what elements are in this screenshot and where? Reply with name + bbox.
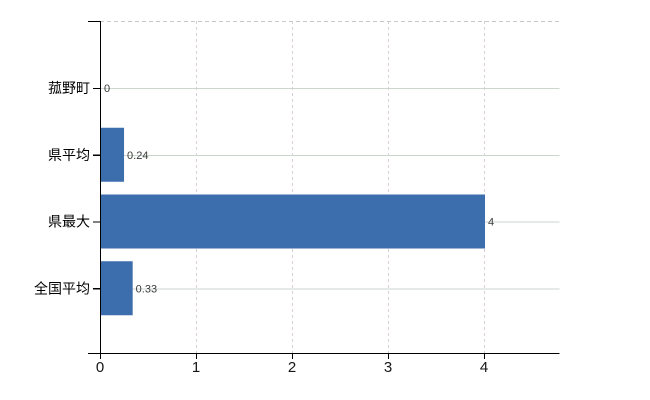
x-tick-label: 1 — [192, 359, 200, 376]
x-tick-label: 3 — [384, 359, 392, 376]
x-tick-label: 4 — [480, 359, 488, 376]
bar-1 — [101, 127, 125, 182]
x-tick-label: 0 — [96, 359, 104, 376]
value-label: 0 — [104, 83, 110, 95]
value-label: 0.33 — [136, 283, 157, 295]
category-label: 全国平均 — [34, 280, 90, 296]
category-label: 県平均 — [48, 147, 90, 163]
category-label: 県最大 — [48, 214, 90, 230]
value-label: 4 — [488, 217, 494, 229]
bar-3 — [101, 261, 133, 316]
category-label: 菰野町 — [48, 80, 90, 96]
value-label: 0.24 — [127, 150, 148, 162]
bar-2 — [101, 194, 485, 249]
x-tick-label: 2 — [288, 359, 296, 376]
